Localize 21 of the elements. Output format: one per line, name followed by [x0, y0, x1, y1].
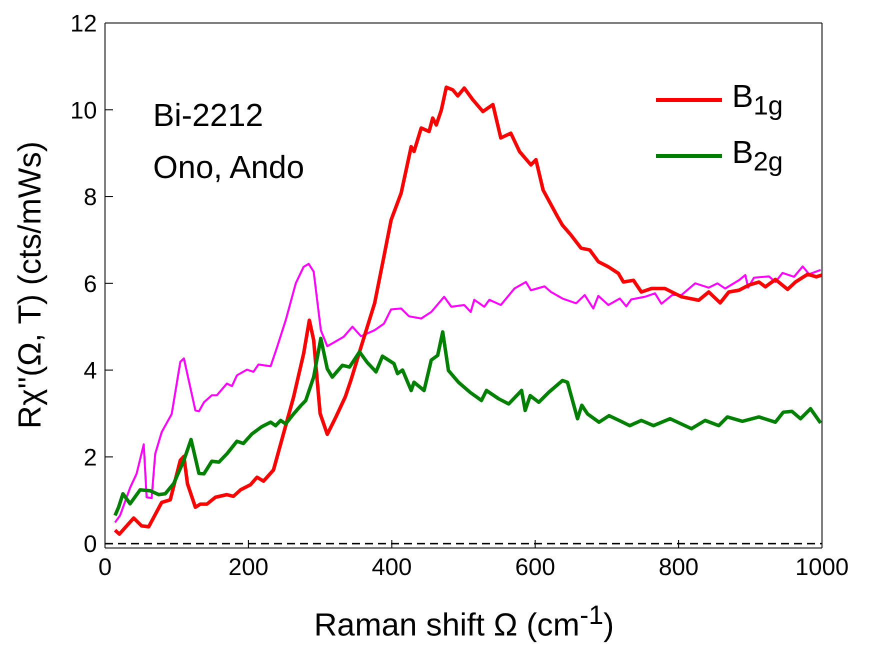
line-series [113, 85, 822, 536]
line-series [113, 330, 822, 518]
x-tick-label: 400 [372, 554, 412, 582]
x-tick-label: 600 [515, 554, 556, 582]
y-axis-title: Rχ''(Ω, T) (cts/mWs) [12, 141, 48, 429]
annotation: Bi-2212 [153, 97, 264, 134]
line-series [114, 262, 822, 524]
y-tick-label: 4 [84, 358, 97, 385]
y-tick-label: 12 [70, 10, 97, 38]
y-tick-label: 8 [84, 184, 97, 212]
y-tick-label: 0 [84, 531, 97, 558]
x-tick-label: 1000 [795, 554, 849, 582]
legend-label: B$_{1g}$ [732, 78, 783, 122]
annotation: Ono, Ando [153, 149, 304, 186]
y-tick-label: 6 [84, 270, 97, 298]
x-axis-title: Raman shift Ω (cm$^{-1}$) [312, 600, 616, 644]
legend-label: B$_{2g}$ [732, 134, 783, 178]
y-tick-label: 10 [70, 97, 97, 124]
y-tick-label: 2 [84, 444, 97, 472]
x-tick-label: 200 [228, 554, 268, 582]
x-tick-label: 800 [658, 554, 699, 582]
